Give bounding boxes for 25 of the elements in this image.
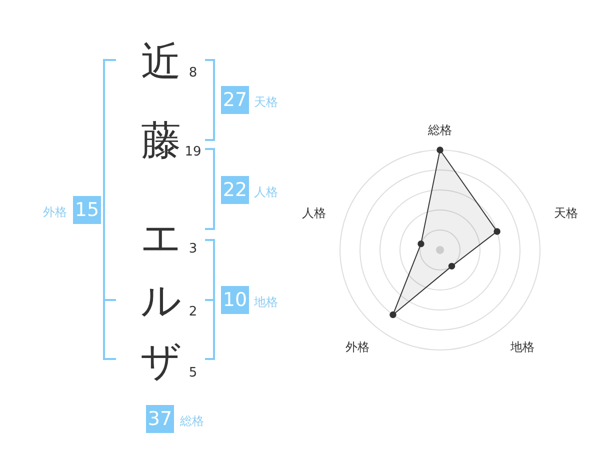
data-label: 19	[184, 144, 202, 160]
text: 地格	[254, 295, 278, 309]
text: 15	[73, 196, 101, 224]
spoke-label: 天格	[554, 206, 578, 220]
text: 人格	[254, 185, 278, 199]
text: 22	[221, 176, 249, 204]
spoke-label: 地格	[510, 340, 535, 354]
data-label: 3	[188, 242, 198, 256]
text: 外格	[43, 205, 67, 219]
text: 総格	[180, 414, 204, 428]
data-label: 8	[188, 66, 198, 80]
spoke-label: 総格	[427, 123, 452, 137]
category-label: 藤	[141, 118, 181, 164]
text: 37	[146, 405, 174, 433]
text: 10	[221, 286, 249, 314]
category-label: 近	[141, 39, 181, 85]
text: 27	[221, 86, 249, 114]
category-label: ル	[140, 278, 182, 324]
category-label: エ	[140, 215, 182, 261]
data-label: 5	[188, 366, 198, 380]
category-label: ザ	[140, 339, 182, 385]
text: 天格	[254, 95, 278, 109]
spoke-label: 人格	[302, 206, 326, 220]
data-label: 2	[188, 304, 198, 320]
spoke-label: 外格	[345, 340, 370, 354]
